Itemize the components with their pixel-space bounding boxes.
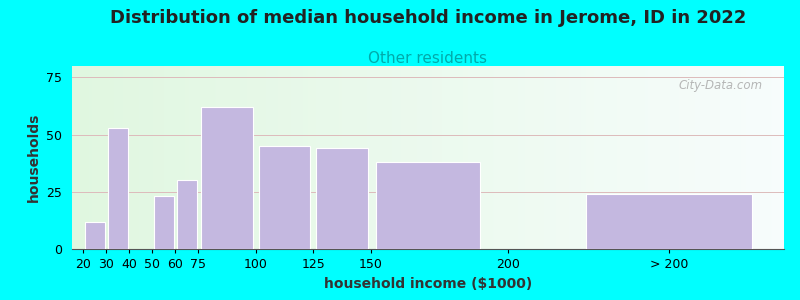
Bar [85, 221, 106, 249]
Text: City-Data.com: City-Data.com [678, 79, 762, 92]
X-axis label: household income ($1000): household income ($1000) [324, 277, 532, 291]
Bar [586, 194, 752, 249]
Bar [258, 146, 310, 249]
Bar [316, 148, 368, 249]
Text: Other residents: Other residents [369, 51, 487, 66]
Bar [376, 162, 480, 249]
Text: Distribution of median household income in Jerome, ID in 2022: Distribution of median household income … [110, 9, 746, 27]
Y-axis label: households: households [26, 113, 41, 202]
Bar [177, 180, 197, 249]
Bar [107, 128, 128, 249]
Bar [154, 196, 174, 249]
Bar [201, 107, 253, 249]
